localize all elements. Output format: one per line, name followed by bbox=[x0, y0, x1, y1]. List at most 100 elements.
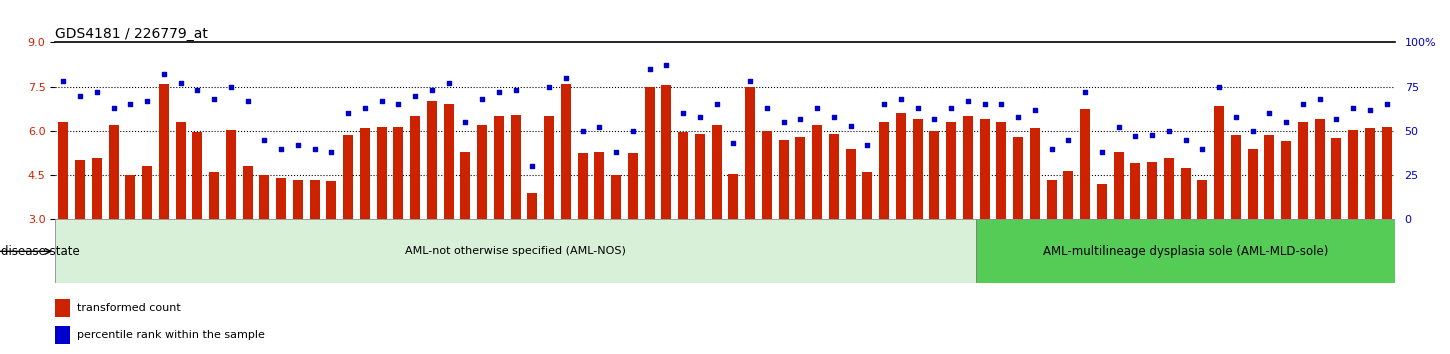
Bar bbox=[1063, 171, 1073, 219]
Point bbox=[1057, 137, 1080, 143]
Bar bbox=[344, 136, 354, 219]
Point bbox=[1040, 146, 1063, 152]
Point bbox=[1124, 133, 1147, 139]
Bar bbox=[377, 127, 387, 219]
Point bbox=[68, 93, 91, 98]
Point bbox=[621, 128, 644, 134]
Bar bbox=[326, 181, 336, 219]
Bar bbox=[58, 122, 68, 219]
Bar bbox=[1147, 162, 1157, 219]
Point bbox=[436, 80, 460, 86]
Point bbox=[152, 72, 175, 77]
Text: disease state: disease state bbox=[1, 245, 80, 258]
Point bbox=[236, 98, 260, 104]
Point bbox=[973, 102, 996, 107]
Bar bbox=[628, 153, 638, 219]
Point bbox=[286, 142, 309, 148]
Bar bbox=[829, 134, 840, 219]
Bar bbox=[209, 172, 219, 219]
Point bbox=[990, 102, 1014, 107]
Bar bbox=[963, 116, 973, 219]
Bar bbox=[912, 119, 922, 219]
Point bbox=[1157, 128, 1180, 134]
Bar bbox=[679, 132, 689, 219]
Bar bbox=[393, 127, 403, 219]
Bar bbox=[1231, 136, 1241, 219]
Point bbox=[1241, 128, 1264, 134]
Bar bbox=[260, 175, 270, 219]
Point bbox=[889, 96, 912, 102]
Point bbox=[638, 66, 661, 72]
Bar bbox=[528, 193, 538, 219]
Bar bbox=[645, 87, 654, 219]
Bar bbox=[1030, 128, 1040, 219]
Point bbox=[922, 116, 945, 121]
Bar bbox=[1164, 158, 1175, 219]
Point bbox=[102, 105, 125, 111]
Point bbox=[689, 114, 712, 120]
Bar bbox=[796, 137, 805, 219]
Bar bbox=[175, 122, 186, 219]
Bar bbox=[426, 102, 436, 219]
Point bbox=[354, 105, 377, 111]
Point bbox=[252, 137, 276, 143]
Point bbox=[789, 116, 812, 121]
Bar bbox=[109, 125, 119, 219]
Point bbox=[806, 105, 829, 111]
Bar bbox=[1315, 119, 1324, 219]
Bar bbox=[91, 158, 102, 219]
Point bbox=[1024, 107, 1047, 113]
Bar bbox=[1331, 138, 1341, 219]
Bar bbox=[761, 131, 771, 219]
Point bbox=[387, 102, 410, 107]
Bar bbox=[896, 113, 906, 219]
Bar bbox=[1214, 106, 1224, 219]
Point bbox=[605, 149, 628, 155]
Bar bbox=[1298, 122, 1308, 219]
Bar bbox=[193, 132, 203, 219]
Point bbox=[370, 98, 393, 104]
Point bbox=[521, 164, 544, 169]
Point bbox=[1106, 125, 1130, 130]
Text: transformed count: transformed count bbox=[77, 303, 181, 313]
Point bbox=[1224, 114, 1247, 120]
Bar bbox=[75, 160, 86, 219]
Bar bbox=[661, 85, 671, 219]
Point bbox=[755, 105, 779, 111]
Bar bbox=[276, 178, 286, 219]
Bar bbox=[310, 180, 319, 219]
Bar bbox=[845, 149, 855, 219]
Point bbox=[320, 149, 344, 155]
Bar bbox=[1180, 168, 1190, 219]
Point bbox=[420, 87, 444, 93]
Point bbox=[722, 141, 745, 146]
Point bbox=[1359, 107, 1382, 113]
Bar bbox=[226, 130, 236, 219]
Bar bbox=[1080, 109, 1090, 219]
Bar bbox=[1198, 180, 1208, 219]
Bar bbox=[863, 172, 873, 219]
Point bbox=[505, 87, 528, 93]
Point bbox=[705, 102, 728, 107]
Point bbox=[956, 98, 979, 104]
Bar bbox=[1014, 137, 1024, 219]
Point bbox=[1141, 132, 1164, 137]
Point bbox=[840, 123, 863, 129]
Text: AML-not otherwise specified (AML-NOS): AML-not otherwise specified (AML-NOS) bbox=[405, 246, 626, 256]
Point bbox=[52, 79, 75, 84]
Bar bbox=[494, 116, 505, 219]
Point bbox=[219, 84, 242, 90]
Point bbox=[655, 63, 679, 68]
Bar bbox=[945, 122, 956, 219]
Bar bbox=[1247, 149, 1257, 219]
Point bbox=[940, 105, 963, 111]
Point bbox=[136, 98, 160, 104]
Bar bbox=[996, 122, 1006, 219]
Bar bbox=[1114, 152, 1124, 219]
Bar bbox=[1131, 164, 1140, 219]
Bar bbox=[126, 175, 135, 219]
Bar bbox=[410, 116, 420, 219]
Bar bbox=[1264, 136, 1275, 219]
Bar bbox=[477, 125, 487, 219]
Point bbox=[303, 146, 326, 152]
